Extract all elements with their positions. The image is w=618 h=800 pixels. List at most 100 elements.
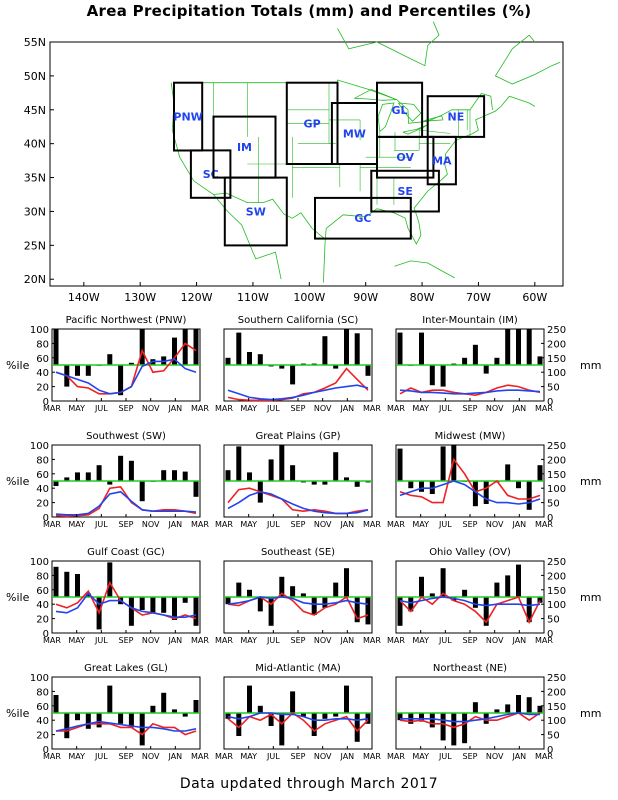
bar <box>344 477 349 481</box>
region-panels: Pacific Northwest (PNW) MAR MAY JUL SEP NOV JA… <box>6 315 601 761</box>
bar <box>290 365 296 385</box>
great-lake <box>354 88 397 101</box>
state-borders <box>213 82 471 205</box>
bar <box>182 597 188 603</box>
panel-2: Inter-Mountain (IM) MAR MAY JUL SEP NOV JAN MAR… <box>387 315 601 413</box>
normal-line <box>400 712 540 723</box>
x-tick-label: MAR <box>363 520 381 529</box>
y2-tick-label: 200 <box>547 687 566 698</box>
bar <box>462 357 468 365</box>
panel-title: Inter-Mountain (IM) <box>422 315 518 326</box>
total-line <box>227 711 369 733</box>
y-tick-label: 0 <box>43 513 49 524</box>
y2-tick-label: 100 <box>547 716 566 727</box>
bar <box>322 597 328 608</box>
region-label-gl: GL <box>391 104 407 117</box>
normal-line <box>399 596 541 607</box>
region-label-ne: NE <box>448 111 465 124</box>
panel-title: Great Plains (GP) <box>255 431 340 442</box>
panel-1: Southern California (SC) MAR MAY JUL SEP NOV J… <box>215 315 381 413</box>
great-lake <box>402 124 428 135</box>
panel-title: Southern California (SC) <box>238 315 359 326</box>
bar <box>279 576 285 597</box>
normal-line <box>227 384 369 401</box>
bar <box>311 481 317 485</box>
x-tick-label: SEP <box>463 404 478 413</box>
bar <box>311 713 317 736</box>
bar <box>494 357 500 365</box>
bar <box>225 713 231 719</box>
bar <box>419 576 424 597</box>
region-label-pnw: PNW <box>173 111 202 124</box>
bar <box>526 697 532 713</box>
bar <box>290 691 296 713</box>
x-tick-label: JUL <box>438 636 452 645</box>
hudson-bay <box>337 21 440 67</box>
x-tick-label: MAR <box>387 404 405 413</box>
total-line <box>55 485 197 518</box>
region-box-gp <box>285 81 339 165</box>
total-line <box>399 592 541 625</box>
x-tick-label: NOV <box>314 404 332 413</box>
region-label-gp: GP <box>304 117 321 130</box>
panel-title: Northeast (NE) <box>433 663 507 674</box>
state-line <box>419 129 451 134</box>
y-tick-label: 40 <box>36 484 49 495</box>
y-axis-label-right: mm <box>580 707 601 720</box>
x-tick-label: MAY <box>68 404 85 413</box>
bar <box>150 705 156 713</box>
panel-7: Southeast (SE) MAR MAY JUL SEP NOV JAN MAR <box>215 547 381 645</box>
y-tick-label: 20 <box>36 499 49 510</box>
bar <box>85 365 91 376</box>
panel-8: Ohio Valley (OV)MAR MAY JUL SEP NOV JAN MAR050… <box>387 547 601 645</box>
x-tick-label: MAR <box>191 636 209 645</box>
normal-line <box>399 480 541 505</box>
y-tick-label: 60 <box>36 586 49 597</box>
x-tick-label: MAR <box>363 752 381 761</box>
region-label-se: SE <box>397 185 412 198</box>
x-tick-label: NOV <box>486 404 504 413</box>
y-tick-label: 100 <box>30 557 49 568</box>
y-tick-label: 60 <box>36 702 49 713</box>
region-box-pnw <box>173 81 204 152</box>
y2-tick-label: 250 <box>547 441 566 452</box>
bar <box>290 586 296 597</box>
x-tick-label: SEP <box>119 520 134 529</box>
bar <box>172 597 177 620</box>
bar <box>128 460 134 481</box>
bar <box>505 575 511 597</box>
bar <box>247 472 252 481</box>
x-tick-label: JUL <box>438 520 452 529</box>
bar <box>333 582 339 597</box>
panel-4: Great Plains (GP) MAR MAY JUL SEP NOV JAN MAR <box>215 431 381 529</box>
bar <box>107 354 113 365</box>
bar <box>397 713 403 721</box>
x-tick-label: MAY <box>412 752 429 761</box>
bar <box>419 481 424 492</box>
x-tick-label: MAY <box>68 636 85 645</box>
panel-5: Midwest (MW)MAR MAY JUL SEP NOV JAN MAR0501001… <box>387 431 601 529</box>
normal-line <box>55 358 197 395</box>
bar <box>322 481 328 485</box>
great-lake <box>398 102 422 122</box>
normal-line <box>55 720 197 732</box>
y2-tick-label: 100 <box>547 484 566 495</box>
lon-label: 60W <box>522 291 547 304</box>
y2-tick-label: 0 <box>547 745 553 756</box>
region-map: 55N 50N 45N 40N 35N 30N 25N 20N 140W 130W 120W 110W… <box>24 21 564 304</box>
y-tick-label: 60 <box>36 354 49 365</box>
y-tick-label: 40 <box>36 600 49 611</box>
bar <box>344 568 349 597</box>
bar <box>257 354 263 365</box>
bar <box>290 465 296 481</box>
x-tick-label: SEP <box>463 752 478 761</box>
lon-label: 140W <box>68 291 100 304</box>
bar <box>75 472 80 481</box>
x-tick-label: JAN <box>511 404 526 413</box>
x-tick-label: NOV <box>142 636 160 645</box>
x-tick-label: MAR <box>43 636 61 645</box>
bar <box>354 481 360 487</box>
footer-note: Data updated through March 2017 <box>179 776 439 792</box>
bar <box>537 705 543 713</box>
y2-tick-label: 150 <box>547 354 566 365</box>
